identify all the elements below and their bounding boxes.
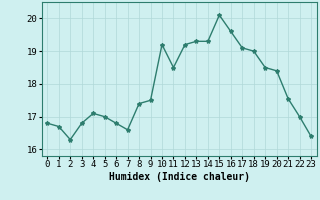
X-axis label: Humidex (Indice chaleur): Humidex (Indice chaleur) xyxy=(109,172,250,182)
